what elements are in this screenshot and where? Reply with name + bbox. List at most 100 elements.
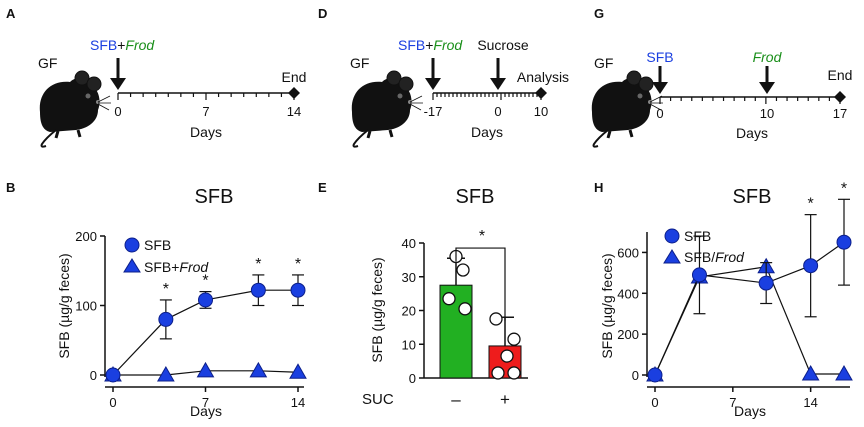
arrow-label-frod-g: Frod — [753, 49, 783, 65]
tick-label-g-1: 10 — [760, 106, 774, 121]
y-axis-label-b: SFB (µg/g feces) — [56, 253, 72, 358]
y-tick-label: 0 — [90, 368, 97, 383]
down-arrow-icon — [490, 58, 506, 90]
significance-star: * — [841, 180, 847, 197]
end-label-a: End — [282, 69, 307, 85]
significance-star: * — [295, 256, 301, 273]
mouse-label-a: GF — [38, 55, 57, 71]
y-tick-label: 400 — [617, 286, 639, 301]
data-point-triangle — [196, 361, 215, 378]
legend-marker-circle — [124, 237, 140, 253]
data-point-circle — [758, 275, 774, 291]
legend-marker-circle — [664, 228, 680, 244]
down-arrow-icon — [652, 66, 668, 94]
legend-marker-triangle — [663, 249, 681, 264]
data-point — [507, 332, 521, 346]
tick-label-d-1: 0 — [494, 104, 501, 119]
data-point-circle — [250, 282, 266, 298]
data-point-triangle — [156, 365, 175, 382]
arrow-label-sfb-frod-d: SFB+Frod — [398, 37, 463, 53]
data-point — [500, 349, 514, 363]
significance-bracket — [455, 247, 506, 321]
tick-label-d-0: -17 — [424, 104, 443, 119]
x-tick-label: 7 — [729, 395, 736, 410]
legend-marker-triangle — [123, 258, 141, 273]
chart-title-e: SFB — [456, 186, 495, 208]
panel-label-h: H — [594, 180, 603, 195]
mouse-icon — [350, 69, 425, 149]
x-axis-label-b: Days — [190, 403, 222, 419]
chart-e: SFB SFB (µg/g feces) SUC 0 10 20 30 40 – + * — [362, 186, 528, 409]
data-point-circle — [691, 267, 707, 283]
x-tick-label: 14 — [291, 395, 305, 410]
xlabel-a: Days — [190, 124, 222, 140]
y-tick-label: 30 — [402, 270, 416, 285]
legend-h: SFB SFB/Frod — [663, 228, 745, 265]
end-diamond-icon — [288, 87, 300, 99]
down-arrow-icon — [759, 66, 775, 94]
xlabel-d: Days — [471, 124, 503, 140]
panel-label-d: D — [318, 6, 327, 21]
x-tick-label: 7 — [202, 395, 209, 410]
significance-star: * — [255, 256, 261, 273]
end-label-d: Analysis — [517, 69, 569, 85]
data-point-circle — [836, 234, 852, 250]
down-arrow-icon — [110, 58, 126, 90]
legend-label-sfb-b: SFB — [144, 237, 171, 253]
tick-label-a-0: 0 — [114, 104, 121, 119]
data-point — [458, 302, 472, 316]
chart-b: SFB SFB (µg/g feces) Days 0 100 200 0 7 14 * * *… — [56, 186, 307, 419]
mouse-label-d: GF — [350, 55, 369, 71]
data-point — [489, 312, 503, 326]
panel-label-a: A — [6, 6, 16, 21]
chart-title-b: SFB — [195, 186, 234, 208]
xlabel-g: Days — [736, 125, 768, 141]
category-label: + — [500, 390, 510, 409]
timeline-ticks — [659, 97, 841, 104]
tick-label-g-2: 17 — [833, 106, 847, 121]
y-tick-label: 0 — [409, 371, 416, 386]
x-axis-label-h: Days — [734, 403, 766, 419]
data-point-triangle — [249, 361, 268, 378]
x-tick-label: 14 — [803, 395, 817, 410]
y-axis-label-h: SFB (µg/g feces) — [599, 253, 615, 358]
y-axis-label-e: SFB (µg/g feces) — [369, 257, 385, 362]
data-point-triangle — [835, 364, 853, 381]
y-tick-label: 200 — [617, 327, 639, 342]
tick-label-a-2: 14 — [287, 104, 301, 119]
tick-label-d-2: 10 — [534, 104, 548, 119]
x-tick-label: 0 — [651, 395, 658, 410]
arrow-label-sfb-g: SFB — [646, 49, 673, 65]
y-tick-label: 200 — [75, 229, 97, 244]
significance-star: * — [202, 273, 208, 290]
y-tick-label: 20 — [402, 304, 416, 319]
timeline-ticks — [117, 93, 295, 100]
end-diamond-icon — [535, 87, 547, 99]
legend-b: SFB SFB+Frod — [123, 237, 209, 275]
row-label-suc: SUC — [362, 391, 394, 408]
chart-h: SFB SFB (µg/g feces) Days 0 200 400 600 0 7 14… — [599, 180, 853, 419]
data-point-circle — [105, 367, 121, 383]
data-point-circle — [198, 292, 213, 308]
category-label: – — [451, 390, 461, 409]
mouse-icon — [38, 69, 113, 149]
x-tick-label: 0 — [109, 395, 116, 410]
significance-star: * — [479, 228, 485, 245]
panel-label-e: E — [318, 180, 327, 195]
panel-label-g: G — [594, 6, 604, 21]
data-point — [442, 292, 456, 306]
data-point-circle — [290, 282, 306, 298]
legend-label-sfb-h: SFB — [684, 228, 711, 244]
panel-a: A GF SFB+Frod End 0 7 14 Days — [6, 6, 307, 149]
data-point-circle — [158, 311, 174, 327]
panel-d: D GF SFB+Frod Sucrose Analysis -17 0 10 … — [318, 6, 569, 149]
data-point-circle — [647, 367, 663, 383]
arrow-label-sfb-frod-a: SFB+Frod — [90, 37, 155, 53]
legend-label-sfb-frod-b: SFB+Frod — [144, 259, 209, 275]
timeline-ticks — [432, 93, 542, 100]
chart-b-plot: 0 100 200 0 7 14 * * * * — [75, 229, 307, 410]
panel-g: G GF SFB Frod End 0 10 17 Days — [590, 6, 852, 149]
significance-star: * — [808, 196, 814, 213]
chart-title-h: SFB — [733, 186, 772, 208]
